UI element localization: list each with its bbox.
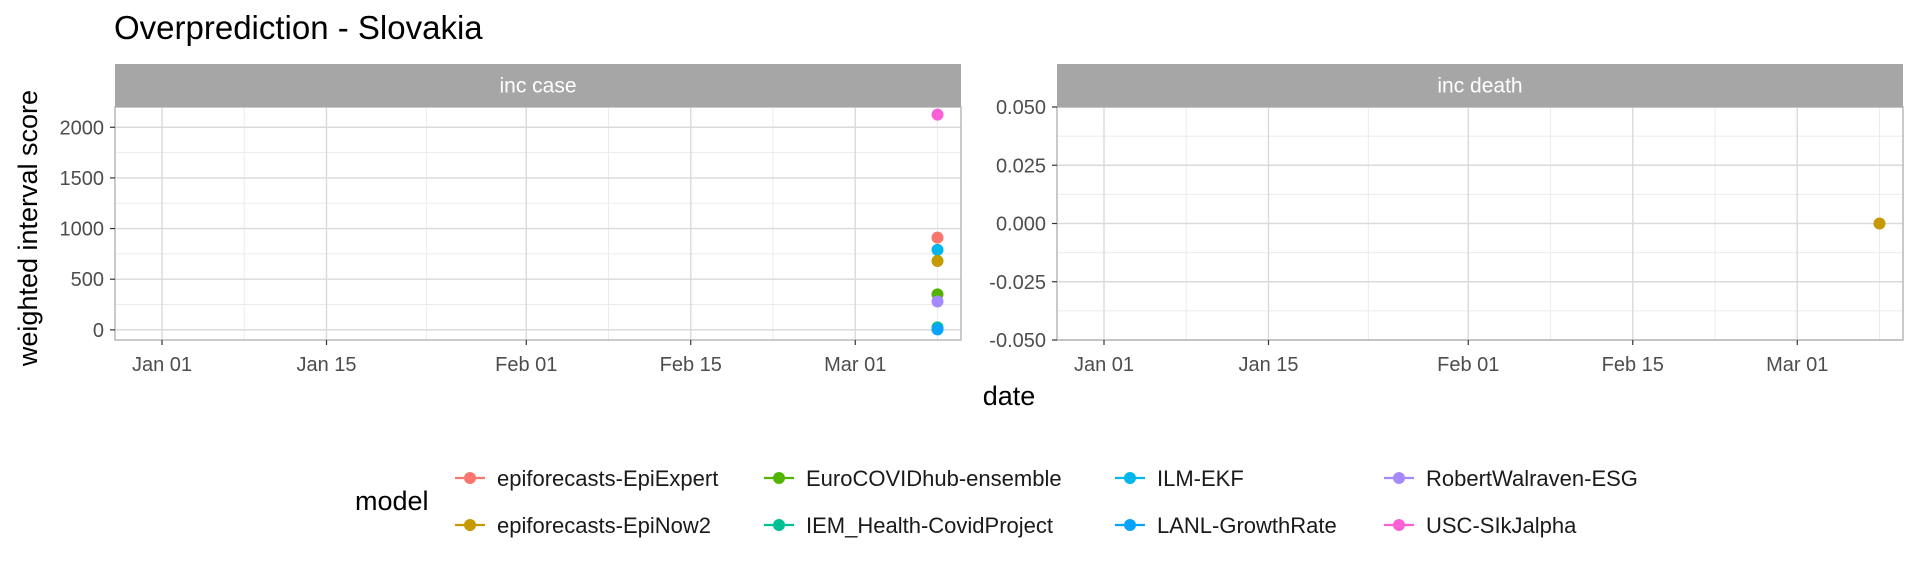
legend-key-point	[1124, 472, 1136, 484]
legend-label: epiforecasts-EpiNow2	[497, 513, 711, 538]
legend: model epiforecasts-EpiExpert epiforecasts…	[355, 466, 1638, 538]
data-point	[931, 231, 944, 244]
x-tick-label: Jan 01	[132, 354, 192, 376]
facet-panel: inc case 0 500 1000 1500 2000 Jan 01 Jan 15 Feb …	[60, 64, 962, 376]
y-axis-title: weighted interval score	[13, 90, 43, 367]
y-tick-label: -0.025	[989, 272, 1046, 294]
legend-label: LANL-GrowthRate	[1157, 513, 1337, 538]
data-point	[1873, 217, 1886, 230]
x-tick-label: Jan 15	[296, 354, 356, 376]
y-tick-label: 500	[71, 269, 104, 291]
y-tick-label: 0.000	[996, 214, 1046, 236]
y-tick-label: 0.050	[996, 97, 1046, 119]
panel-background	[115, 107, 961, 340]
legend-item: LANL-GrowthRate	[1115, 513, 1337, 538]
x-axis-title: date	[983, 381, 1036, 411]
legend-item: RobertWalraven-ESG	[1384, 466, 1638, 491]
legend-label: ILM-EKF	[1157, 466, 1244, 491]
x-tick-label: Jan 01	[1074, 354, 1134, 376]
chart-title: Overprediction - Slovakia	[114, 9, 483, 46]
facet-strip-label: inc case	[499, 75, 576, 98]
legend-key-point	[1393, 472, 1405, 484]
legend-item: IEM_Health-CovidProject	[764, 513, 1053, 538]
data-point	[931, 108, 944, 121]
x-tick-label: Mar 01	[1766, 354, 1828, 376]
facet-strip-label: inc death	[1437, 75, 1522, 98]
x-tick-label: Feb 15	[660, 354, 722, 376]
data-point	[931, 243, 944, 256]
y-tick-label: 0	[93, 320, 104, 342]
x-tick-label: Mar 01	[824, 354, 886, 376]
legend-key-point	[464, 472, 476, 484]
y-tick-label: 1000	[60, 219, 105, 241]
data-point	[931, 295, 944, 308]
x-tick-label: Feb 01	[1437, 354, 1499, 376]
legend-title: model	[355, 486, 429, 516]
legend-label: RobertWalraven-ESG	[1426, 466, 1638, 491]
legend-label: IEM_Health-CovidProject	[806, 513, 1053, 538]
data-point	[931, 254, 944, 267]
y-tick-label: 2000	[60, 117, 105, 139]
legend-key-point	[1393, 519, 1405, 531]
x-tick-label: Feb 15	[1602, 354, 1664, 376]
y-tick-label: 1500	[60, 168, 105, 190]
legend-item: USC-SIkJalpha	[1384, 513, 1577, 538]
legend-item: EuroCOVIDhub-ensemble	[764, 466, 1062, 491]
legend-item: epiforecasts-EpiExpert	[455, 466, 718, 491]
data-point	[931, 323, 944, 336]
legend-label: epiforecasts-EpiExpert	[497, 466, 718, 491]
facet-panel: inc death 0.050 0.025 0.000 -0.025 -0.050 Jan …	[989, 64, 1904, 376]
legend-key-point	[773, 472, 785, 484]
legend-label: USC-SIkJalpha	[1426, 513, 1577, 538]
legend-item: epiforecasts-EpiNow2	[455, 513, 711, 538]
facet-strip	[115, 64, 961, 107]
y-tick-label: 0.025	[996, 155, 1046, 177]
facet-strip	[1057, 64, 1903, 107]
legend-label: EuroCOVIDhub-ensemble	[806, 466, 1062, 491]
legend-key-point	[773, 519, 785, 531]
x-tick-label: Feb 01	[495, 354, 557, 376]
legend-key-point	[1124, 519, 1136, 531]
legend-item: ILM-EKF	[1115, 466, 1244, 491]
facet-panels: inc case 0 500 1000 1500 2000 Jan 01 Jan 15 Feb …	[60, 64, 1904, 376]
x-tick-label: Jan 15	[1238, 354, 1298, 376]
y-tick-label: -0.050	[989, 330, 1046, 352]
legend-key-point	[464, 519, 476, 531]
